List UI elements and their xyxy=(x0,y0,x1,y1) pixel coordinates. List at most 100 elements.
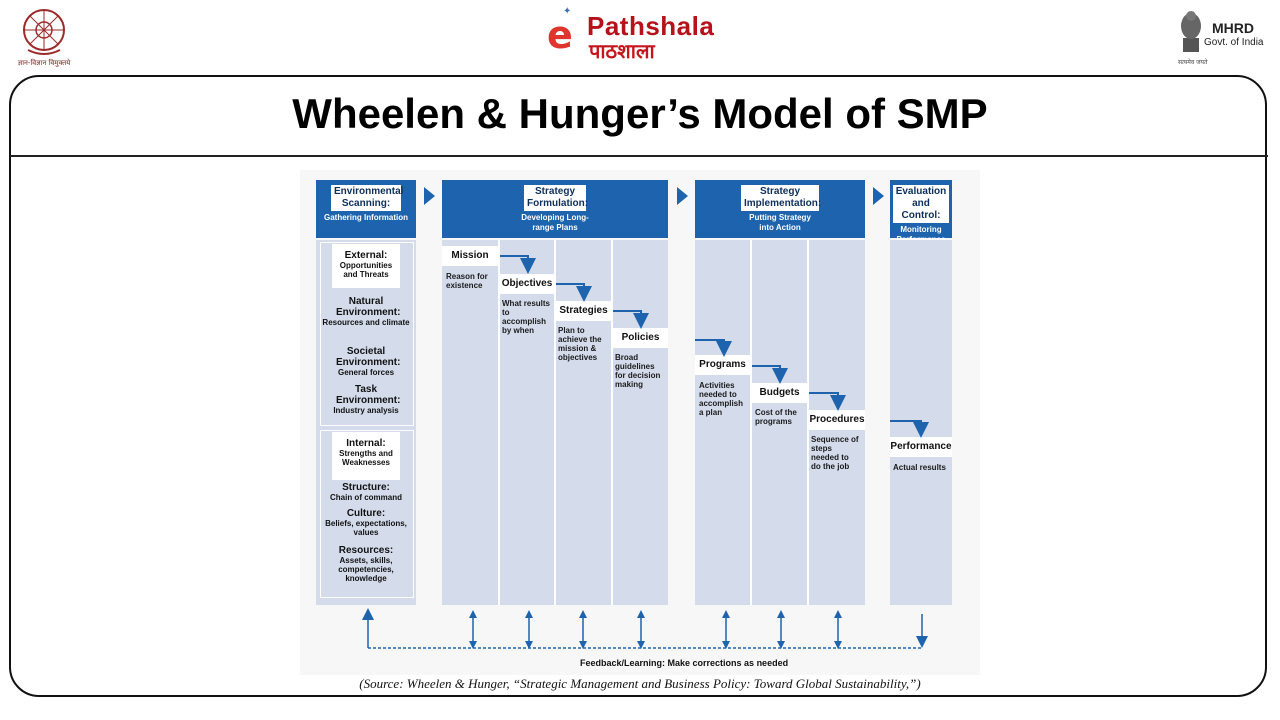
external-heading: External: xyxy=(344,250,388,261)
flow-arrow xyxy=(752,365,788,384)
mhrd-title: MHRD xyxy=(1212,20,1254,36)
mhrd-subtitle: Govt. of India xyxy=(1204,37,1264,48)
env-item-heading: Task Environment: xyxy=(336,384,401,406)
ugc-emblem-icon xyxy=(23,9,65,55)
sparkle-icon: ✦ xyxy=(563,6,572,17)
step-budgets-desc: Cost of the programs xyxy=(755,408,797,426)
arrowhead xyxy=(469,641,477,649)
connector-arrows xyxy=(362,255,929,649)
feedback-loop xyxy=(362,608,928,649)
arrowhead xyxy=(637,641,645,649)
arrowhead xyxy=(525,641,533,649)
internal-structure: Structure: Chain of command xyxy=(322,482,410,502)
flow-arrow xyxy=(613,310,649,329)
phase-sub: Putting Strategy into Action xyxy=(749,213,811,232)
arrowhead xyxy=(834,641,842,649)
external-natural: Natural Environment: Resources and clima… xyxy=(322,296,410,327)
step-mission: Mission xyxy=(442,246,498,266)
flow-arrow xyxy=(695,339,732,357)
env-item-sub: General forces xyxy=(337,368,395,377)
env-item-sub: Resources and climate xyxy=(322,318,410,327)
source-citation: (Source: Wheelen & Hunger, “Strategic Ma… xyxy=(359,676,921,691)
arrowhead xyxy=(637,610,645,618)
step-objectives-desc: What results to accomplish by when xyxy=(502,299,551,335)
env-item-heading: Societal Environment: xyxy=(336,346,401,368)
epathshala-hindi: पाठशाला xyxy=(589,39,655,63)
flow-arrow xyxy=(890,420,929,438)
env-item-sub: Beliefs, expectations, values xyxy=(325,519,407,537)
phase-label: Evaluation and Control: xyxy=(893,185,949,223)
phase-sub: Gathering Information xyxy=(324,213,408,222)
flow-arrow xyxy=(809,392,846,411)
col-divider xyxy=(554,240,556,605)
epathshala-logo: ✦ e Pathshala पाठशाला xyxy=(545,6,735,68)
arrowhead xyxy=(525,610,533,618)
step-procedures-desc: Sequence of steps needed to do the job xyxy=(811,435,859,471)
epathshala-e: e xyxy=(547,13,573,57)
ugc-logo: ज्ञान-विज्ञान विमुक्तये xyxy=(12,6,76,76)
step-programs-desc: Activities needed to accomplish a plan xyxy=(699,381,744,417)
step-programs: Programs xyxy=(695,355,750,375)
col-divider xyxy=(498,240,500,605)
external-task: Task Environment: Industry analysis xyxy=(322,384,410,415)
arrowhead xyxy=(469,610,477,618)
epathshala-word: Pathshala xyxy=(587,11,715,41)
step-mission-desc: Reason for existence xyxy=(446,272,488,290)
step-budgets: Budgets xyxy=(752,383,807,403)
env-item-heading: Culture: xyxy=(346,508,386,519)
external-heading-box: External: Opportunities and Threats xyxy=(332,244,400,288)
arrowhead xyxy=(777,641,785,649)
step-strategies: Strategies xyxy=(556,301,611,321)
col-divider xyxy=(611,240,613,605)
phase-evaluation-control: Evaluation and Control: Monitoring Perfo… xyxy=(890,180,952,244)
feedback-caption: Feedback/Learning: Make corrections as n… xyxy=(580,658,789,668)
arrowhead xyxy=(579,641,587,649)
step-policies: Policies xyxy=(613,328,668,348)
internal-sub: Strengths and Weaknesses xyxy=(339,449,393,467)
arrowhead xyxy=(722,610,730,618)
step-performance: Performance xyxy=(890,437,952,457)
internal-heading: Internal: xyxy=(346,438,386,449)
phase-label: Strategy Formulation: xyxy=(524,185,588,211)
smp-model-diagram: Environmental Scanning: Gathering Inform… xyxy=(300,170,980,675)
phase-label: Environmental Scanning: xyxy=(331,185,403,211)
title-divider xyxy=(10,155,1268,157)
phase-arrow-3 xyxy=(873,187,884,205)
mhrd-logo: MHRD Govt. of India सत्यमेव जयते xyxy=(1174,8,1274,70)
feedback-arrowheads xyxy=(469,610,842,649)
mhrd-motto: सत्यमेव जयते xyxy=(1178,59,1208,66)
arrowhead xyxy=(777,610,785,618)
phase-sub: Developing Long-range Plans xyxy=(521,213,589,232)
external-sub: Opportunities and Threats xyxy=(339,261,393,279)
env-item-heading: Resources: xyxy=(338,545,394,556)
ugc-logo-caption: ज्ञान-विज्ञान विमुक्तये xyxy=(17,59,71,67)
phase-strategy-formulation: Strategy Formulation: Developing Long-ra… xyxy=(442,180,668,238)
phase-arrow-2 xyxy=(677,187,688,205)
flow-arrow xyxy=(500,255,536,274)
phase-label: Strategy Implementation: xyxy=(741,185,821,211)
arrowhead xyxy=(722,641,730,649)
internal-culture: Culture: Beliefs, expectations, values xyxy=(322,508,410,537)
step-procedures: Procedures xyxy=(809,410,865,430)
phase-environmental-scanning: Environmental Scanning: Gathering Inform… xyxy=(316,180,416,238)
slide-title: Wheelen & Hunger’s Model of SMP xyxy=(292,90,988,137)
col-divider xyxy=(807,240,809,605)
phase-sub: Monitoring Performance xyxy=(897,225,946,244)
env-item-heading: Structure: xyxy=(342,482,390,493)
external-societal: Societal Environment: General forces xyxy=(322,346,410,377)
step-objectives: Objectives xyxy=(500,274,554,294)
arrowhead xyxy=(579,610,587,618)
env-item-sub: Chain of command xyxy=(329,493,402,502)
step-policies-desc: Broad guidelines for decision making xyxy=(615,353,661,389)
step-strategies-desc: Plan to achieve the mission & objectives xyxy=(558,326,602,362)
flow-arrow xyxy=(556,283,592,302)
col-divider xyxy=(750,240,752,605)
national-emblem-icon xyxy=(1181,11,1201,52)
env-item-sub: Assets, skills, competencies, knowledge xyxy=(338,556,394,583)
step-flow-arrows xyxy=(500,255,929,438)
step-performance-desc: Actual results xyxy=(893,463,946,472)
env-item-sub: Industry analysis xyxy=(333,406,399,415)
internal-resources: Resources: Assets, skills, competencies,… xyxy=(322,545,410,583)
phase-arrow-1 xyxy=(424,187,435,205)
env-item-heading: Natural Environment: xyxy=(336,296,401,318)
